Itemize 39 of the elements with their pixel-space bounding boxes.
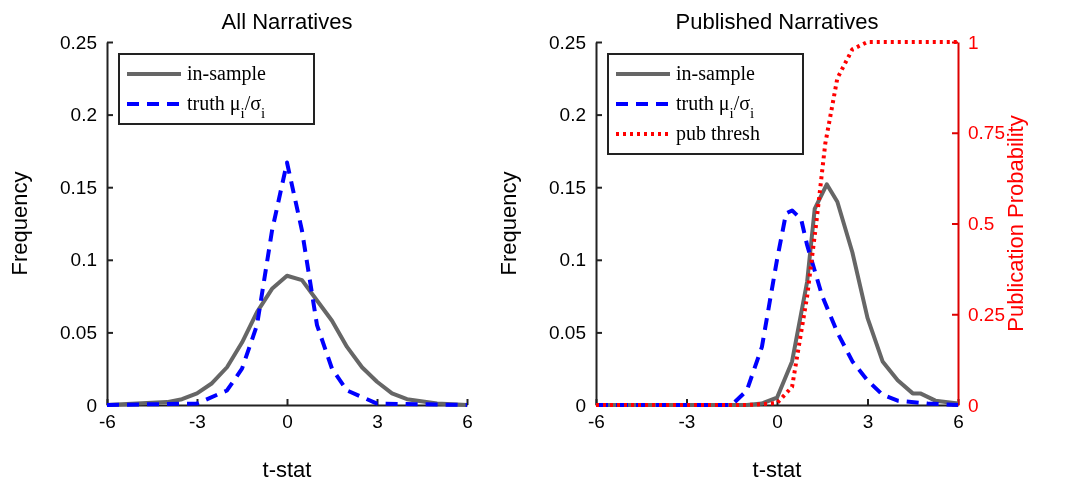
y-axis-title: Frequency xyxy=(7,171,32,276)
chart-title: All Narratives xyxy=(221,9,353,34)
y-tick-label: 0.05 xyxy=(60,321,97,343)
y2-tick-label: 0.25 xyxy=(968,303,1005,325)
legend-label: truth μ$_{i}$/σ$_{i}$ xyxy=(676,92,755,121)
y-tick-label: 0.15 xyxy=(60,176,97,198)
y2-tick-label: 0.5 xyxy=(968,213,995,235)
x-tick-label: 0 xyxy=(772,411,783,433)
y-tick-label: 0.05 xyxy=(549,321,586,343)
y-tick-label: 0.1 xyxy=(559,249,586,271)
x-tick-label: 6 xyxy=(953,411,964,433)
y-tick-label: 0.2 xyxy=(70,104,97,126)
x-tick-label: 0 xyxy=(282,411,293,433)
x-tick-label: 3 xyxy=(372,411,383,433)
line-series xyxy=(594,40,960,407)
x-tick-label: -3 xyxy=(678,411,696,433)
y-tick-label: 0.15 xyxy=(549,176,586,198)
y-tick-label: 0.25 xyxy=(60,31,97,53)
x-tick-label: 6 xyxy=(462,411,473,433)
legend-label: truth μ$_{i}$/σ$_{i}$ xyxy=(187,92,266,121)
x-tick-label: 3 xyxy=(862,411,874,433)
x-axis-title: t-stat xyxy=(262,457,312,482)
y-tick-label: 0.2 xyxy=(559,104,586,126)
y-tick-label: 0 xyxy=(86,394,97,416)
y2-tick-label: 1 xyxy=(968,31,979,53)
x-axis-title: t-stat xyxy=(752,457,802,482)
chart-title: Published Narratives xyxy=(675,9,879,34)
y-tick-label: 0.1 xyxy=(70,249,97,271)
x-tick-label: -6 xyxy=(99,411,116,433)
y2-tick-label: 0.75 xyxy=(968,122,1005,144)
y-tick-label: 0.25 xyxy=(549,31,586,53)
x-tick-label: -3 xyxy=(189,411,206,433)
legend-label: in-sample xyxy=(187,62,266,85)
legend-label: pub thresh xyxy=(676,122,760,145)
y2-tick-label: 0 xyxy=(968,394,979,416)
legend-label: in-sample xyxy=(676,62,755,85)
y-axis-title: Frequency xyxy=(496,171,521,276)
y-tick-label: 0 xyxy=(575,394,586,416)
x-tick-label: -6 xyxy=(588,411,605,433)
